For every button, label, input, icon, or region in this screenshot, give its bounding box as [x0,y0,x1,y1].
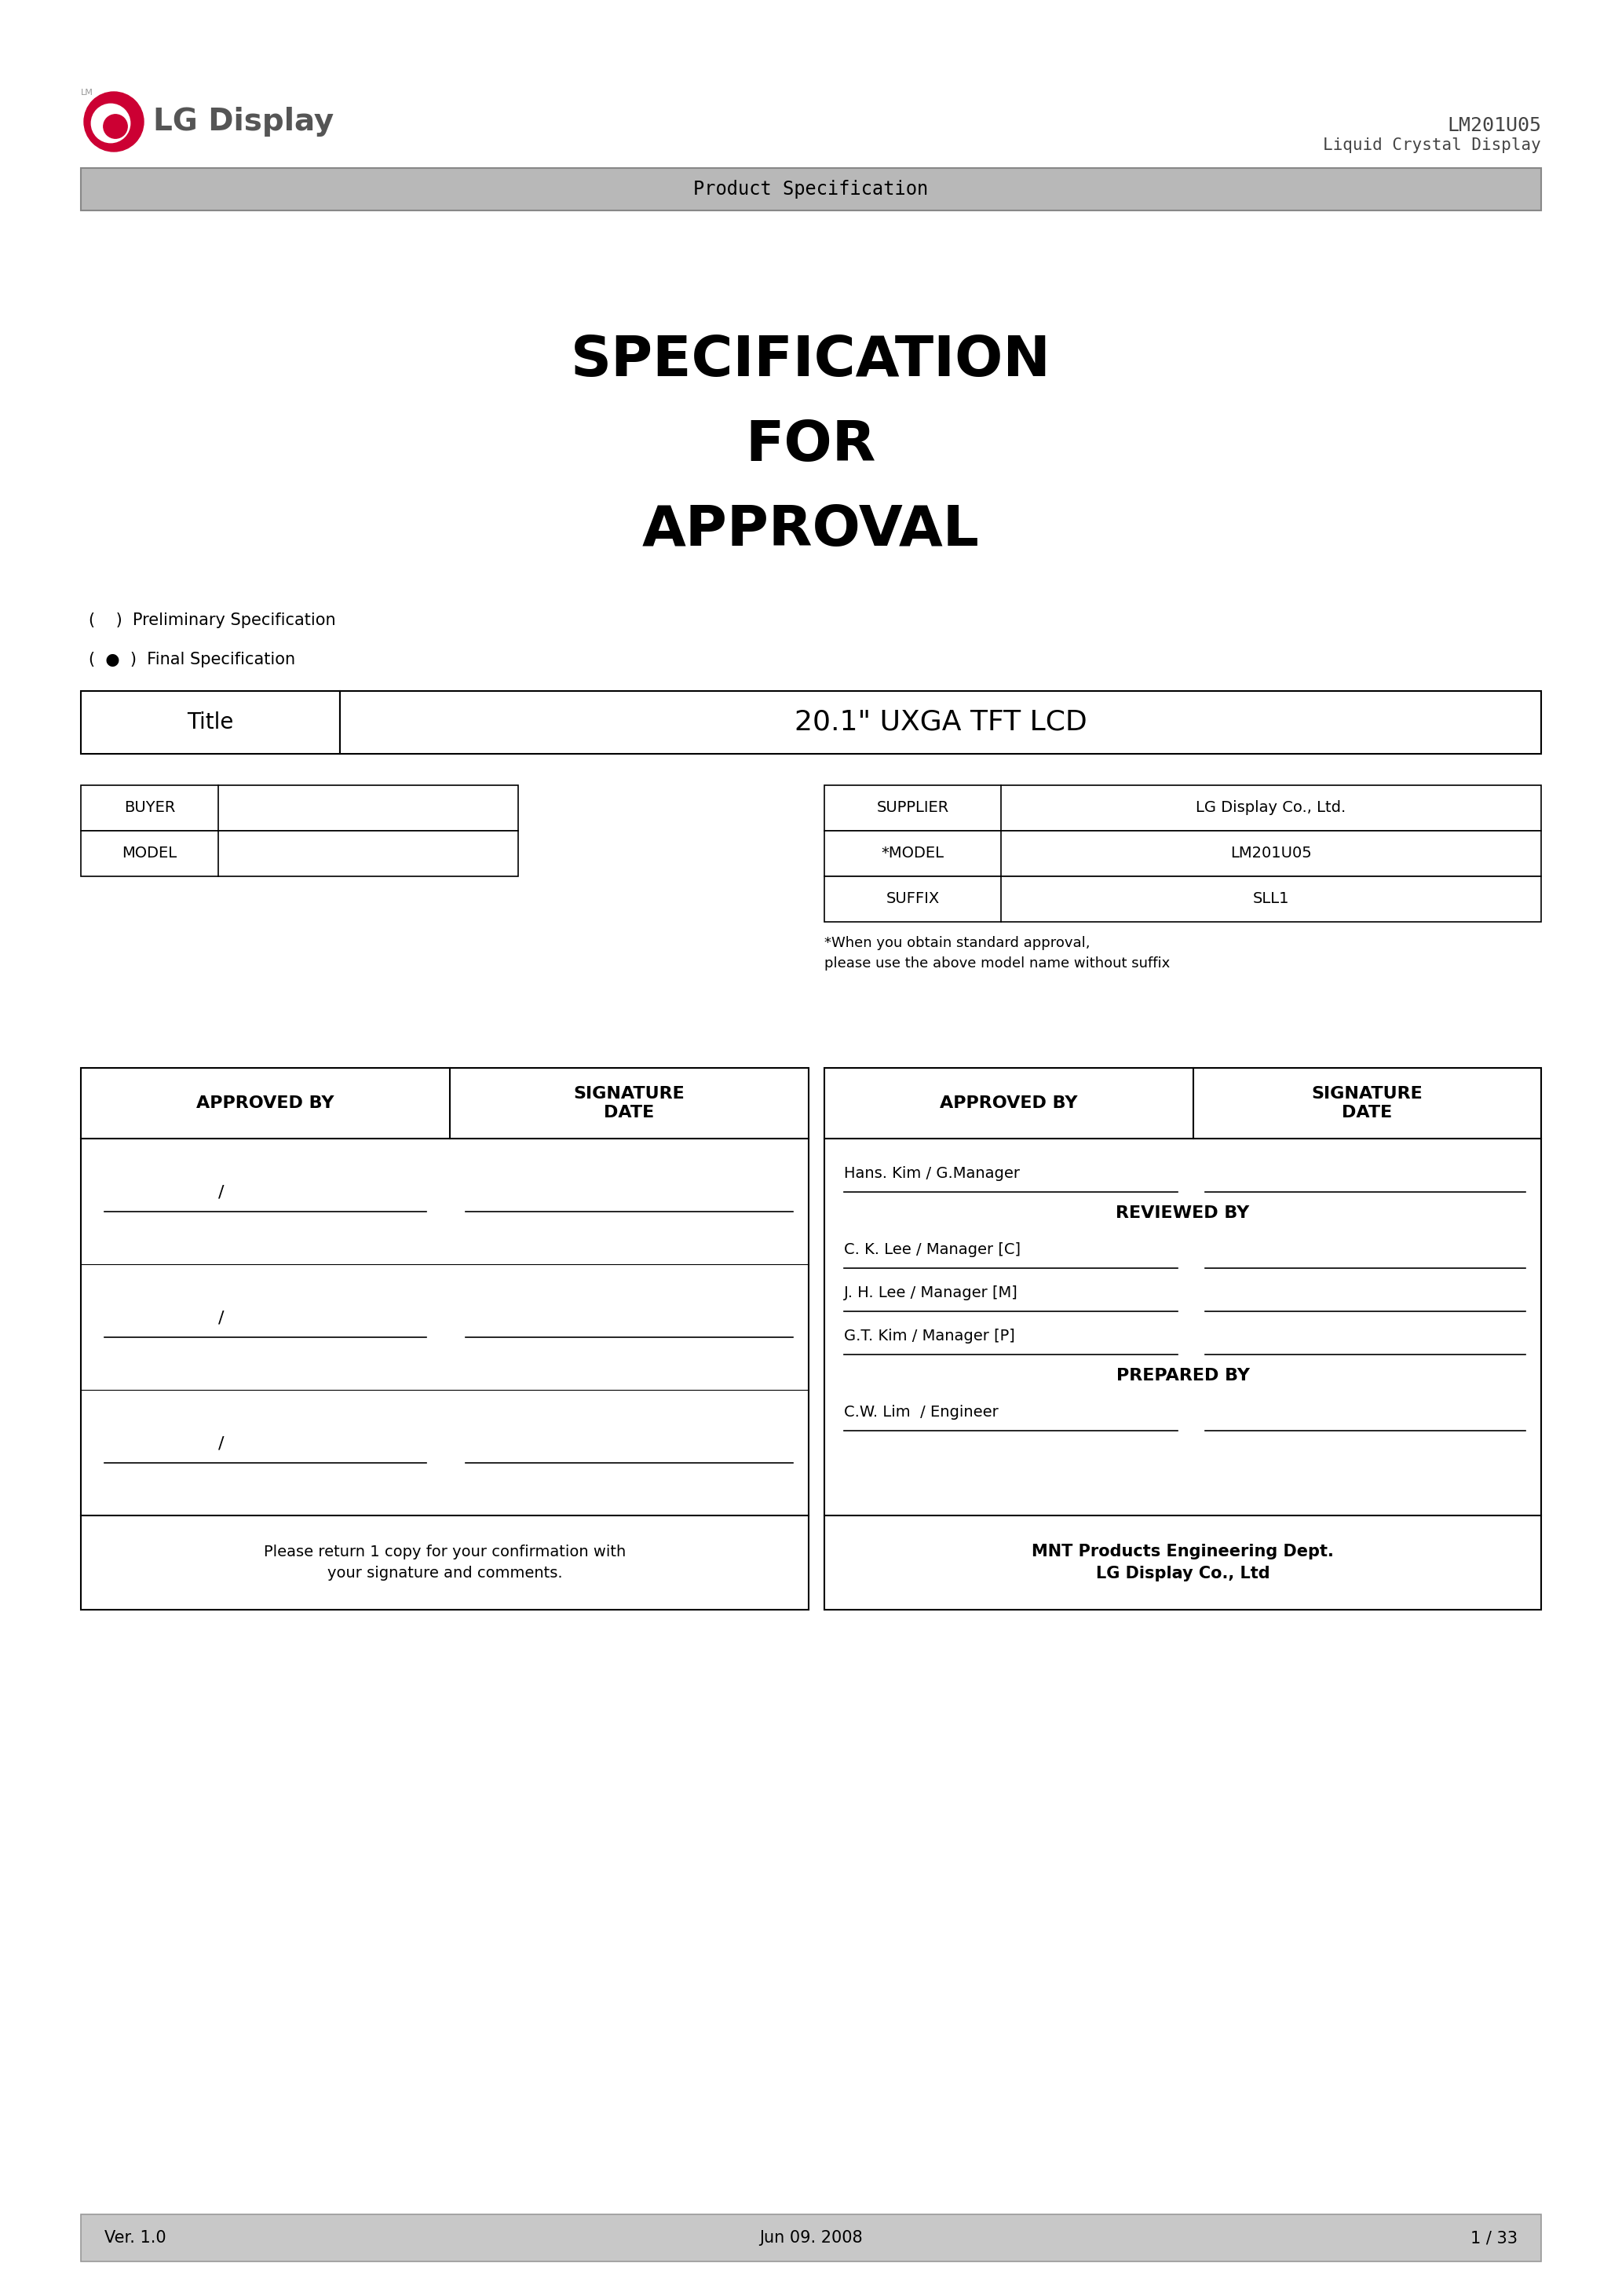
FancyBboxPatch shape [81,691,341,753]
Text: MNT Products Engineering Dept.
LG Display Co., Ltd: MNT Products Engineering Dept. LG Displa… [1032,1543,1333,1582]
Text: /: / [217,1435,224,1451]
FancyBboxPatch shape [824,831,1541,877]
Text: SLL1: SLL1 [1252,891,1289,907]
FancyBboxPatch shape [81,1068,809,1609]
Text: SUFFIX: SUFFIX [886,891,939,907]
Text: (    )  Preliminary Specification: ( ) Preliminary Specification [89,613,336,629]
Text: LG Display: LG Display [152,108,334,138]
FancyBboxPatch shape [824,1068,1541,1609]
Text: Liquid Crystal Display: Liquid Crystal Display [1324,138,1541,154]
Text: LG Display Co., Ltd.: LG Display Co., Ltd. [1195,801,1346,815]
Text: C. K. Lee / Manager [C]: C. K. Lee / Manager [C] [843,1242,1020,1258]
Text: /: / [217,1309,224,1325]
Text: /: / [217,1185,224,1201]
Circle shape [84,92,144,152]
Text: Product Specification: Product Specification [694,179,928,200]
FancyBboxPatch shape [81,831,517,877]
Text: SUPPLIER: SUPPLIER [876,801,949,815]
FancyBboxPatch shape [824,785,1541,831]
FancyBboxPatch shape [341,691,1541,753]
FancyBboxPatch shape [81,785,517,831]
Text: FOR: FOR [746,418,876,473]
Text: BUYER: BUYER [123,801,175,815]
Text: SPECIFICATION: SPECIFICATION [571,335,1051,388]
Circle shape [91,103,130,142]
Text: C.W. Lim  / Engineer: C.W. Lim / Engineer [843,1405,999,1419]
Text: SIGNATURE
DATE: SIGNATURE DATE [1312,1086,1422,1120]
Text: LM201U05: LM201U05 [1231,847,1312,861]
Text: Please return 1 copy for your confirmation with
your signature and comments.: Please return 1 copy for your confirmati… [264,1545,626,1580]
Text: REVIEWED BY: REVIEWED BY [1116,1205,1249,1221]
Text: LM: LM [81,90,94,96]
Text: MODEL: MODEL [122,847,177,861]
Text: J. H. Lee / Manager [M]: J. H. Lee / Manager [M] [843,1286,1019,1300]
FancyBboxPatch shape [81,2213,1541,2262]
Text: PREPARED BY: PREPARED BY [1116,1368,1249,1384]
Text: APPROVED BY: APPROVED BY [196,1095,334,1111]
Text: LM201U05: LM201U05 [1447,117,1541,135]
Text: G.T. Kim / Manager [P]: G.T. Kim / Manager [P] [843,1329,1015,1343]
FancyBboxPatch shape [81,168,1541,211]
Text: SIGNATURE
DATE: SIGNATURE DATE [574,1086,684,1120]
Text: APPROVED BY: APPROVED BY [941,1095,1077,1111]
Text: 20.1" UXGA TFT LCD: 20.1" UXGA TFT LCD [795,709,1087,735]
Text: Hans. Kim / G.Manager: Hans. Kim / G.Manager [843,1166,1020,1180]
Text: Ver. 1.0: Ver. 1.0 [104,2229,165,2245]
Text: (  ●  )  Final Specification: ( ● ) Final Specification [89,652,295,668]
FancyBboxPatch shape [824,877,1541,923]
Circle shape [104,115,128,138]
Text: *When you obtain standard approval,
please use the above model name without suff: *When you obtain standard approval, plea… [824,937,1169,971]
Text: APPROVAL: APPROVAL [642,503,980,558]
Text: 1 / 33: 1 / 33 [1471,2229,1518,2245]
Text: Jun 09. 2008: Jun 09. 2008 [759,2229,863,2245]
Text: *MODEL: *MODEL [881,847,944,861]
Text: Title: Title [187,712,234,732]
